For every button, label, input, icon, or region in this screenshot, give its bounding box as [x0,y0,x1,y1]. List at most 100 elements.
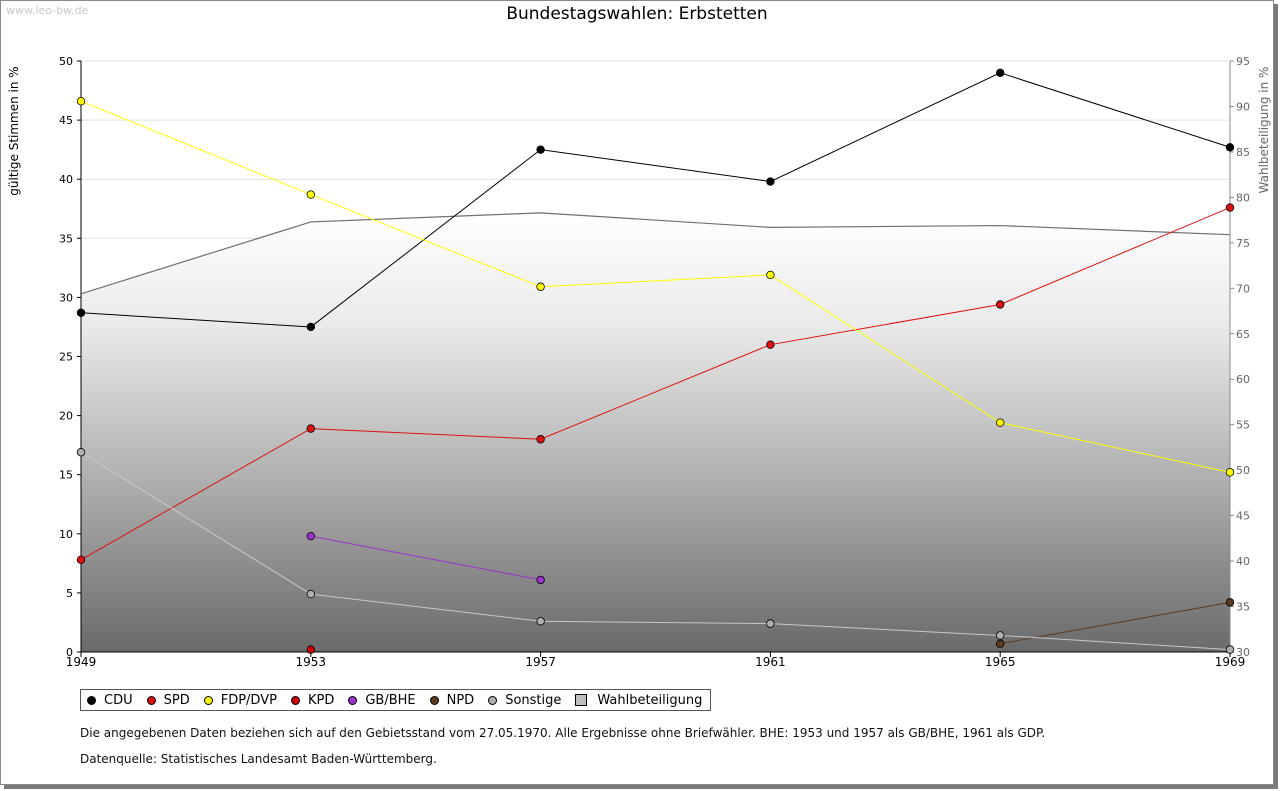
data-point-cdu [536,145,545,154]
series-line-npd [1000,601,1231,645]
series-lines [80,72,1231,651]
y2-tick-label: 45 [1236,510,1250,523]
data-point-cdu [1225,143,1235,152]
legend-item: NPD [427,692,475,708]
turnout-line [80,212,1231,295]
legend-item: Wahlbeteiligung [575,693,702,708]
data-point-npd [996,639,1005,648]
data-point-cdu [766,177,775,186]
y-tick-label: 45 [59,114,73,127]
legend-label: SPD [163,692,190,708]
legend-item: Sonstige [486,692,562,708]
legend-item: SPD [144,692,190,708]
legend-label: GB/BHE [365,692,416,708]
y2-tick-label: 95 [1236,55,1250,68]
legend-marker [144,693,158,707]
data-point-sonstige [306,589,315,599]
x-tick-label: 1949 [66,655,97,669]
y2-tick-label: 75 [1236,237,1250,250]
legend-item: CDU [85,692,133,708]
y-tick-label: 5 [66,587,73,600]
y-tick-label: 35 [59,232,73,245]
data-point-fdp-dvp [996,418,1005,427]
data-point-gb-bhe [306,531,315,541]
data-point-sonstige [996,631,1005,640]
legend-marker [201,693,215,707]
data-point-kpd [306,645,315,654]
legend-marker [85,693,98,707]
y-tick-label: 40 [59,173,73,186]
y2-tick-label: 65 [1236,328,1250,341]
axes: 0 5 10 15 20 25 30 35 40 45 50 30 35 40 45 50 55 60 65 70 75… [59,55,1250,669]
data-point-cdu [76,308,86,317]
footnote: Die angegebenen Daten beziehen sich auf … [80,726,1046,740]
data-markers [76,68,1235,654]
legend-label: CDU [104,692,133,708]
y2-tick-label: 40 [1236,555,1250,568]
y2-tick-label: 35 [1236,601,1250,614]
data-point-fdp-dvp [536,282,545,291]
x-tick-label: 1953 [296,655,327,669]
y-tick-label: 50 [59,55,73,68]
y-tick-label: 15 [59,469,73,482]
watermark: www.leo-bw.de [6,4,89,17]
data-point-fdp-dvp [76,96,86,106]
data-point-fdp-dvp [1225,468,1235,477]
legend-marker [427,693,441,707]
legend-item: KPD [289,692,335,708]
legend-label: KPD [307,692,335,708]
legend-label: Wahlbeteiligung [597,692,703,708]
y2-tick-label: 30 [1236,646,1250,659]
legend-item: FDP/DVP [201,692,277,708]
x-tick-label: 1957 [525,655,556,669]
data-point-cdu [306,322,315,332]
chart-title: Bundestagswahlen: Erbstetten [506,4,768,24]
y2-tick-label: 55 [1236,419,1250,432]
data-point-spd [306,424,315,433]
y-tick-label: 30 [59,291,73,304]
legend-label: FDP/DVP [220,692,277,708]
legend-label: Sonstige [505,692,562,708]
y-tick-label: 25 [59,351,73,364]
data-point-sonstige [766,619,775,628]
data-point-npd [1225,598,1235,607]
y-tick-label: 20 [59,410,73,423]
series-line-spd [80,207,1231,561]
legend-swatch-square [575,694,588,706]
data-point-spd [996,300,1005,309]
data-point-sonstige [1225,645,1235,654]
x-tick-label: 1965 [985,655,1016,669]
turnout-area [80,212,1231,652]
legend-marker [346,693,360,707]
legend-label: NPD [446,692,475,708]
y2-tick-label: 80 [1236,191,1250,204]
legend: CDU SPD FDP/DVP KPD GB/BHE NPD Sonstige Wahlbet… [80,689,712,711]
y2-tick-label: 50 [1236,464,1250,477]
y-tick-label: 0 [66,646,73,659]
y2-tick-label: 85 [1236,146,1250,159]
data-point-spd [536,435,545,444]
y2-tick-label: 90 [1236,100,1250,113]
data-point-sonstige [536,617,545,626]
y2-tick-label: 60 [1236,373,1250,386]
x-tick-label: 1961 [755,655,786,669]
data-point-fdp-dvp [766,270,775,280]
y-tick-label: 10 [59,528,73,541]
data-point-spd [766,340,775,349]
data-source: Datenquelle: Statistisches Landesamt Bad… [80,752,437,766]
series-line-sonstige [80,451,1231,651]
legend-marker [289,693,302,707]
data-point-sonstige [76,448,86,457]
data-point-fdp-dvp [306,190,315,199]
data-point-cdu [996,68,1005,78]
data-point-spd [1225,203,1235,212]
series-line-fdp-dvp [80,100,1231,473]
data-point-spd [76,555,86,565]
x-tick-label: 1969 [1215,655,1246,669]
series-line-gb-bhe [310,535,541,581]
legend-item: GB/BHE [346,692,416,708]
series-line-cdu [80,72,1231,328]
data-point-gb-bhe [536,575,545,585]
turnout-area-fill [81,212,1230,652]
legend-marker [486,693,500,707]
